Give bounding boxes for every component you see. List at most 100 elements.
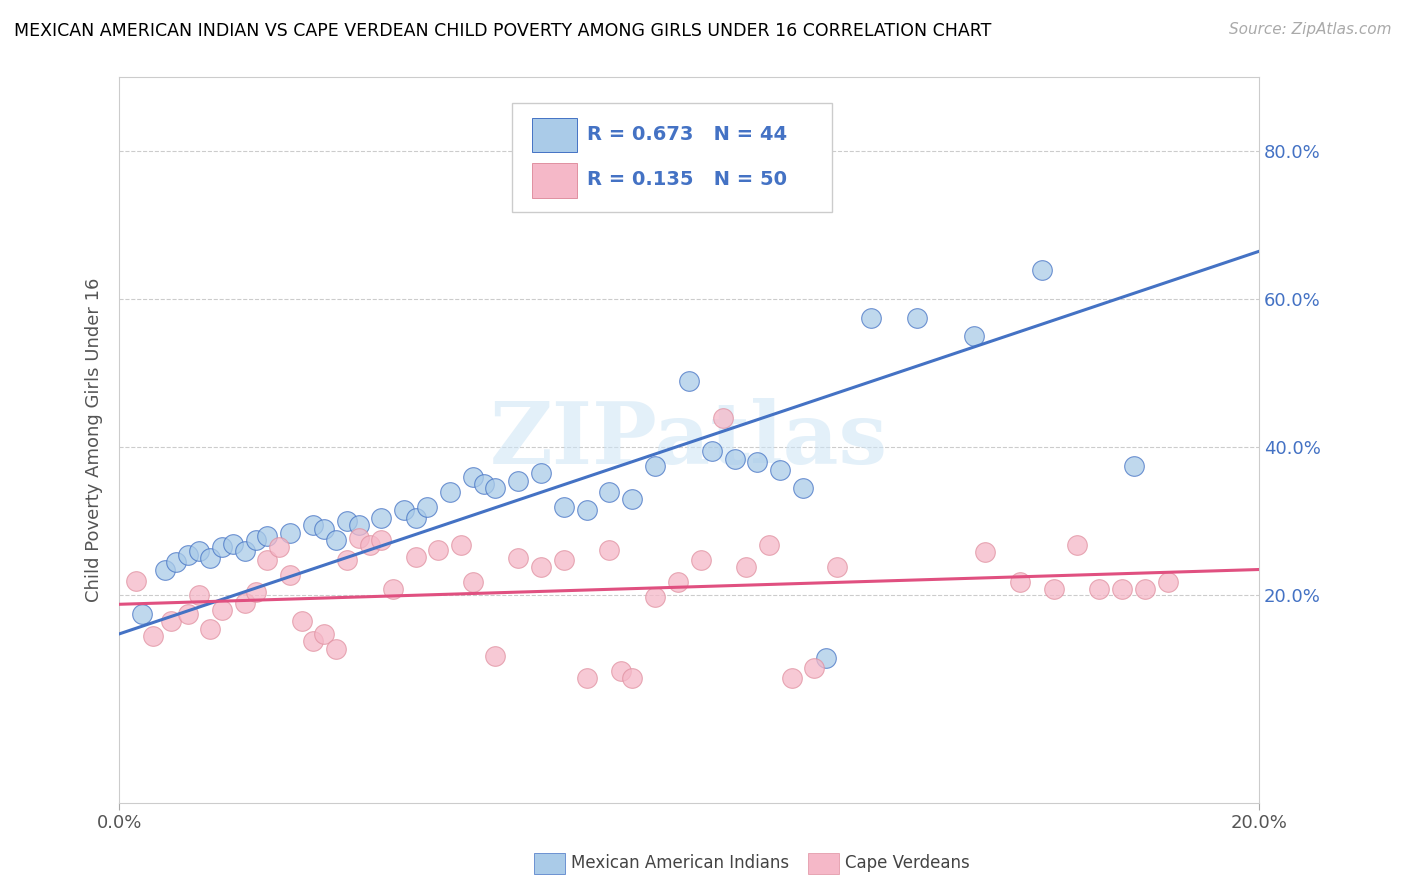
Text: Mexican American Indians: Mexican American Indians	[571, 855, 789, 872]
Point	[758, 538, 780, 552]
Point	[461, 575, 484, 590]
Point	[176, 548, 198, 562]
Point	[724, 451, 747, 466]
Point	[780, 671, 803, 685]
Point	[974, 545, 997, 559]
Point	[165, 555, 187, 569]
Point	[347, 518, 370, 533]
Point	[1122, 458, 1144, 473]
Point	[381, 582, 404, 597]
Point	[769, 462, 792, 476]
Point	[1133, 582, 1156, 597]
FancyBboxPatch shape	[531, 163, 578, 198]
Point	[461, 470, 484, 484]
Point	[735, 560, 758, 574]
Point	[860, 310, 883, 325]
FancyBboxPatch shape	[512, 103, 831, 211]
Point	[222, 536, 245, 550]
Point	[644, 590, 666, 604]
FancyBboxPatch shape	[531, 118, 578, 153]
Point	[302, 518, 325, 533]
Point	[827, 560, 849, 574]
Point	[211, 541, 233, 555]
Point	[575, 671, 598, 685]
Text: R = 0.135   N = 50: R = 0.135 N = 50	[586, 170, 786, 189]
Y-axis label: Child Poverty Among Girls Under 16: Child Poverty Among Girls Under 16	[86, 277, 103, 602]
Point	[792, 481, 814, 495]
Point	[211, 603, 233, 617]
Point	[450, 538, 472, 552]
Point	[678, 374, 700, 388]
Point	[1043, 582, 1066, 597]
Point	[803, 661, 825, 675]
Point	[963, 329, 986, 343]
Point	[336, 515, 359, 529]
Point	[405, 510, 427, 524]
Point	[666, 575, 689, 590]
Point	[1066, 538, 1088, 552]
Point	[1111, 582, 1133, 597]
Point	[188, 544, 211, 558]
Point	[1088, 582, 1111, 597]
Point	[256, 529, 278, 543]
Point	[814, 651, 837, 665]
Point	[575, 503, 598, 517]
Point	[484, 649, 506, 664]
Point	[598, 542, 620, 557]
Point	[131, 607, 153, 621]
Point	[700, 444, 723, 458]
Point	[1157, 575, 1180, 590]
Point	[370, 510, 392, 524]
Point	[347, 531, 370, 545]
Point	[553, 553, 575, 567]
Point	[405, 549, 427, 564]
Text: ZIPatlas: ZIPatlas	[491, 398, 889, 482]
Point	[530, 467, 553, 481]
Text: R = 0.673   N = 44: R = 0.673 N = 44	[586, 126, 787, 145]
Point	[392, 503, 415, 517]
Point	[176, 607, 198, 621]
Point	[609, 664, 631, 678]
Point	[621, 492, 644, 507]
Text: MEXICAN AMERICAN INDIAN VS CAPE VERDEAN CHILD POVERTY AMONG GIRLS UNDER 16 CORRE: MEXICAN AMERICAN INDIAN VS CAPE VERDEAN …	[14, 22, 991, 40]
Point	[200, 551, 222, 566]
Point	[278, 567, 301, 582]
Point	[416, 500, 439, 514]
Point	[314, 627, 336, 641]
Point	[427, 542, 450, 557]
Point	[325, 641, 347, 656]
Text: Cape Verdeans: Cape Verdeans	[845, 855, 970, 872]
Point	[439, 484, 461, 499]
Point	[233, 596, 256, 610]
Point	[188, 588, 211, 602]
Point	[508, 551, 530, 566]
Point	[689, 553, 711, 567]
Text: Source: ZipAtlas.com: Source: ZipAtlas.com	[1229, 22, 1392, 37]
Point	[291, 615, 314, 629]
Point	[711, 410, 734, 425]
Point	[1031, 262, 1053, 277]
Point	[325, 533, 347, 547]
Point	[159, 615, 181, 629]
Point	[359, 538, 381, 552]
Point	[553, 500, 575, 514]
Point	[278, 525, 301, 540]
Point	[598, 484, 620, 499]
Point	[336, 553, 359, 567]
Point	[142, 629, 165, 643]
Point	[905, 310, 928, 325]
Point	[233, 544, 256, 558]
Point	[508, 474, 530, 488]
Point	[245, 584, 267, 599]
Point	[153, 562, 176, 576]
Point	[621, 671, 644, 685]
Point	[1008, 575, 1031, 590]
Point	[125, 574, 148, 588]
Point	[370, 533, 392, 547]
Point	[200, 622, 222, 636]
Point	[644, 458, 666, 473]
Point	[530, 560, 553, 574]
Point	[314, 522, 336, 536]
Point	[302, 634, 325, 648]
Point	[245, 533, 267, 547]
